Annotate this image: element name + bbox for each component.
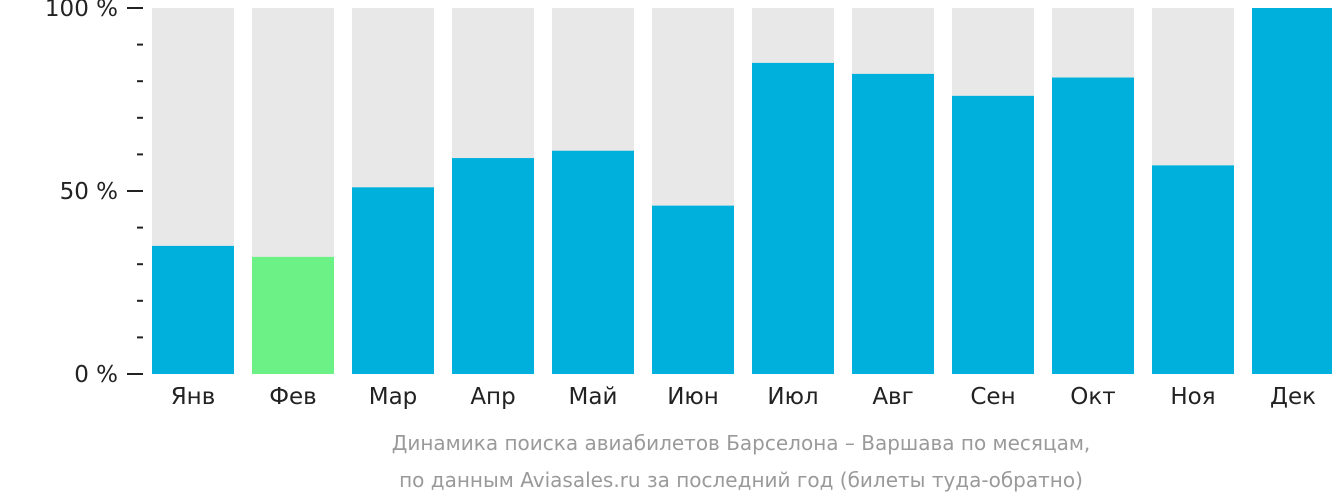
x-tick-label: Окт — [1070, 384, 1115, 410]
bar-group — [1252, 8, 1332, 374]
x-tick-label: Май — [569, 384, 618, 410]
bar — [452, 158, 534, 374]
x-axis-labels: Янв Фев Мар Апр Май Июн Июл Авг Сен Окт Ноя Дек — [171, 384, 1316, 410]
x-tick-label: Авг — [872, 384, 913, 410]
bar-group — [652, 8, 734, 374]
bar — [352, 187, 434, 374]
bar-group — [252, 8, 334, 374]
bar-group — [1052, 8, 1134, 374]
bar-group — [552, 8, 634, 374]
x-tick-label: Янв — [171, 384, 216, 410]
x-tick-label: Фев — [269, 384, 317, 410]
bar-group — [852, 8, 934, 374]
x-tick-label: Мар — [369, 384, 418, 410]
bar-group — [152, 8, 234, 374]
bar — [852, 73, 934, 374]
bar — [152, 245, 234, 374]
x-tick-label: Дек — [1270, 384, 1316, 410]
y-tick-label: 50 % — [60, 179, 118, 205]
bar — [952, 95, 1034, 374]
bar-chart: 100 % 50 % 0 % Янв Фев Мар Апр Май Июн Июл Авг Сен… — [45, 0, 1332, 410]
y-tick-label: 0 % — [74, 362, 118, 388]
x-tick-label: Ноя — [1170, 384, 1215, 410]
bar — [1252, 8, 1332, 374]
bar — [752, 62, 834, 375]
bar-group — [452, 8, 534, 374]
x-tick-label: Июл — [767, 384, 818, 410]
x-tick-label: Апр — [470, 384, 515, 410]
bar-group — [1152, 8, 1234, 374]
bar-group — [752, 8, 834, 375]
x-tick-label: Сен — [970, 384, 1015, 410]
bar — [252, 256, 334, 374]
bar-group — [352, 8, 434, 374]
bar-group — [952, 8, 1034, 374]
bar — [652, 205, 734, 374]
y-tick-label: 100 % — [45, 0, 118, 22]
bar — [552, 150, 634, 374]
bar — [1152, 165, 1234, 374]
bar — [1052, 77, 1134, 374]
chart-caption-line-2: по данным Aviasales.ru за последний год … — [399, 468, 1083, 492]
y-axis: 100 % 50 % 0 % — [45, 0, 143, 388]
bars — [152, 8, 1332, 375]
chart-caption-line-1: Динамика поиска авиабилетов Барселона – … — [391, 431, 1091, 455]
x-tick-label: Июн — [667, 384, 719, 410]
